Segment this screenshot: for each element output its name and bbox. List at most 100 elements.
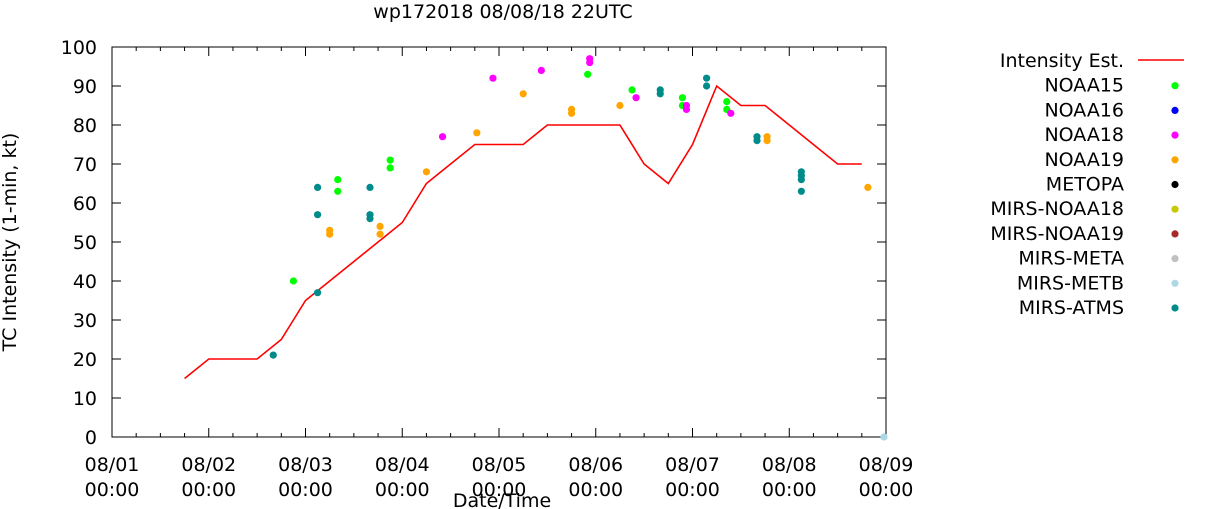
legend-label-noaa19: NOAA19 — [1044, 149, 1124, 171]
x-tick-label-time: 00:00 — [472, 479, 527, 501]
x-tick-label-date: 08/07 — [665, 454, 720, 476]
x-tick-label-time: 00:00 — [375, 479, 430, 501]
point-noaa18 — [537, 66, 545, 74]
point-noaa18 — [438, 133, 447, 141]
point-mirs-atms — [366, 183, 374, 191]
point-noaa18 — [632, 94, 640, 102]
legend-swatch-mirs-noaa18 — [1171, 205, 1179, 213]
legend-label-metopa: METOPA — [1046, 174, 1124, 196]
point-noaa15 — [386, 164, 394, 172]
legend-swatch-mirs-atms — [1171, 304, 1179, 312]
plot-frame — [111, 46, 887, 438]
point-mirs-metb — [880, 433, 888, 441]
point-mirs-atms — [703, 74, 711, 82]
x-axis: 08/01 00:00 08/02 00:00 08/03 00:00 08/04 00:00… — [85, 47, 914, 501]
series-line-intensity-est — [184, 84, 862, 380]
legend-label-mirs-noaa19: MIRS-NOAA19 — [990, 223, 1124, 245]
x-tick-label-date: 08/09 — [859, 454, 914, 476]
x-tick-label-date: 08/01 — [85, 454, 140, 476]
point-noaa19 — [376, 230, 384, 238]
point-noaa19 — [422, 168, 431, 176]
point-mirs-atms — [703, 82, 711, 90]
plot-area — [111, 46, 887, 438]
legend-swatch-mirs-noaa19 — [1171, 230, 1179, 238]
point-noaa19 — [326, 230, 334, 238]
x-tick-label-time: 00:00 — [762, 479, 817, 501]
x-tick-label-time: 00:00 — [85, 479, 140, 501]
y-axis-label: TC Intensity (1-min, kt) — [0, 133, 21, 353]
point-noaa15 — [584, 70, 592, 78]
point-noaa15 — [289, 277, 298, 285]
point-noaa15 — [334, 187, 342, 195]
x-tick-label-time: 00:00 — [278, 479, 333, 501]
legend-swatch-noaa18 — [1171, 131, 1179, 139]
x-tick-label-date: 08/05 — [472, 454, 527, 476]
x-tick-label-date: 08/04 — [375, 454, 430, 476]
y-tick-label: 10 — [73, 388, 97, 410]
point-noaa19 — [376, 222, 384, 230]
x-tick-label-date: 08/06 — [568, 454, 623, 476]
point-noaa19 — [864, 183, 872, 191]
legend-swatch-noaa15 — [1171, 82, 1179, 90]
x-tick-label-time: 00:00 — [859, 479, 914, 501]
y-axis: 0 10 20 30 40 50 60 70 80 90 100 — [61, 37, 886, 449]
point-noaa15 — [678, 94, 687, 102]
y-tick-label: 80 — [73, 115, 97, 137]
point-noaa15 — [334, 176, 342, 184]
y-tick-label: 30 — [73, 310, 97, 332]
x-tick-label-date: 08/02 — [181, 454, 236, 476]
legend-label-noaa15: NOAA15 — [1044, 75, 1124, 97]
point-mirs-atms — [313, 211, 322, 219]
x-axis-label: Date/Time — [453, 490, 551, 509]
point-noaa18 — [586, 59, 594, 67]
legend-label-noaa16: NOAA16 — [1044, 99, 1124, 121]
point-noaa15 — [628, 86, 636, 94]
point-mirs-atms — [366, 215, 374, 223]
y-tick-label: 40 — [73, 271, 97, 293]
legend-label-mirs-metb: MIRS-METB — [1017, 272, 1124, 294]
legend-label-mirs-meta: MIRS-META — [1018, 248, 1124, 270]
y-tick-label: 90 — [73, 76, 97, 98]
point-mirs-atms — [313, 289, 322, 297]
y-tick-label: 60 — [73, 193, 97, 215]
y-tick-label: 50 — [73, 232, 97, 254]
legend-label-intensity-est: Intensity Est. — [1000, 50, 1124, 72]
point-mirs-atms — [656, 90, 664, 98]
x-tick-label-time: 00:00 — [181, 479, 236, 501]
x-tick-label-time: 00:00 — [568, 479, 623, 501]
point-mirs-atms — [313, 183, 322, 191]
y-tick-label: 20 — [73, 349, 97, 371]
point-noaa19 — [519, 90, 527, 98]
point-mirs-atms — [797, 176, 805, 184]
point-mirs-atms — [269, 351, 277, 359]
y-tick-label: 0 — [85, 427, 97, 449]
legend-swatch-noaa16 — [1171, 106, 1179, 114]
point-noaa18 — [727, 109, 735, 117]
point-mirs-atms — [797, 187, 805, 195]
legend-label-noaa18: NOAA18 — [1044, 124, 1124, 146]
series-layer — [184, 55, 888, 441]
point-mirs-atms — [753, 137, 761, 145]
legend-swatch-mirs-meta — [1171, 255, 1179, 263]
point-noaa18 — [489, 74, 497, 82]
legend-swatch-metopa — [1171, 180, 1179, 189]
point-noaa19 — [616, 101, 624, 110]
legend-swatch-noaa19 — [1171, 156, 1179, 164]
chart-title: wp172018 08/08/18 22UTC — [373, 1, 632, 23]
legend-swatch-mirs-metb — [1171, 279, 1179, 287]
legend-label-mirs-atms: MIRS-ATMS — [1019, 297, 1124, 319]
y-tick-label: 70 — [73, 154, 97, 176]
point-noaa19 — [763, 137, 771, 145]
point-noaa18 — [682, 105, 691, 113]
point-noaa15 — [723, 98, 731, 106]
x-tick-label-date: 08/03 — [278, 454, 333, 476]
y-tick-label: 100 — [61, 37, 97, 59]
point-noaa15 — [386, 156, 394, 164]
x-tick-label-time: 00:00 — [665, 479, 720, 501]
point-noaa19 — [473, 129, 481, 137]
x-tick-label-date: 08/08 — [762, 454, 817, 476]
point-noaa19 — [567, 109, 576, 117]
legend-label-mirs-noaa18: MIRS-NOAA18 — [990, 198, 1124, 220]
